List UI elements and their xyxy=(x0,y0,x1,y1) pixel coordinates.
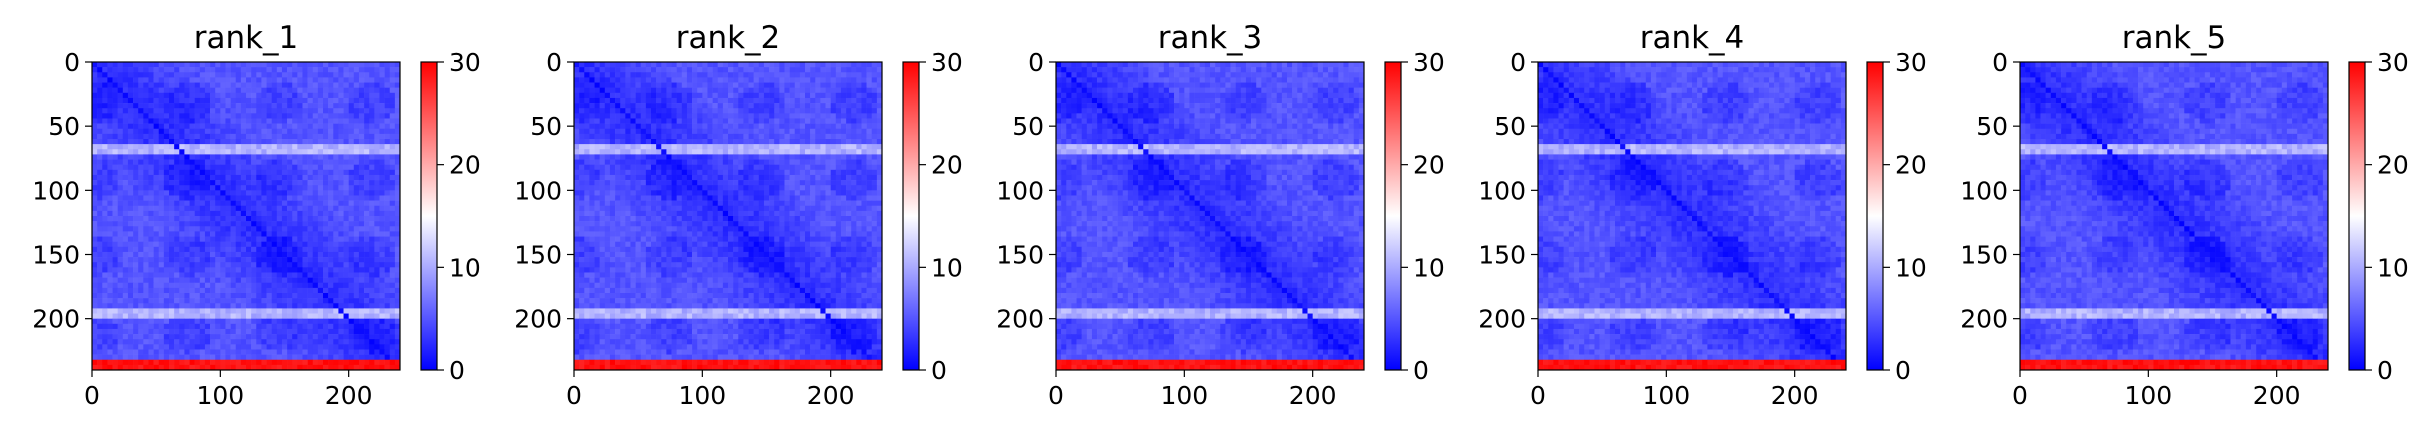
colorbar-tick-label: 10 xyxy=(931,253,963,282)
y-tick-label: 100 xyxy=(996,176,1044,205)
colorbar-tick-label: 10 xyxy=(449,253,481,282)
colorbar-tick-label: 0 xyxy=(1413,356,1429,385)
x-tick-label: 100 xyxy=(678,381,726,410)
x-tick-label: 200 xyxy=(1289,381,1337,410)
colorbar-tick-label: 20 xyxy=(931,151,963,180)
colorbar xyxy=(1866,61,1884,371)
y-tick-label: 200 xyxy=(32,305,80,334)
y-tick-label: 100 xyxy=(514,176,562,205)
y-tick-label: 50 xyxy=(1976,112,2008,141)
y-tick-label: 150 xyxy=(32,241,80,270)
y-tick-label: 50 xyxy=(1494,112,1526,141)
colorbar-tick-label: 10 xyxy=(1413,253,1445,282)
x-tick-label: 100 xyxy=(2124,381,2172,410)
heatmap-cells xyxy=(2020,62,2329,371)
panel-title: rank_5 xyxy=(2122,20,2227,56)
heatmap-panel: rank_4 0 100 200 0 50 100 150 200 0 10 20 30 xyxy=(1478,20,1927,410)
heatmap-panel: rank_2 0 100 200 0 50 100 150 200 0 10 20 30 xyxy=(514,20,963,410)
axes-frame xyxy=(1537,61,1847,371)
x-tick-label: 200 xyxy=(325,381,373,410)
heatmap-panel: rank_1 0 100 200 0 50 100 150 200 0 10 20 30 xyxy=(32,20,481,410)
axes-frame xyxy=(2019,61,2329,371)
heatmap-cells xyxy=(1056,62,1365,371)
y-tick-label: 0 xyxy=(1510,48,1526,77)
heatmap-panel: rank_5 0 100 200 0 50 100 150 200 0 10 20 30 xyxy=(1960,20,2409,410)
x-tick-label: 200 xyxy=(2253,381,2301,410)
axes-frame xyxy=(91,61,401,371)
y-tick-label: 150 xyxy=(1960,241,2008,270)
axes-frame xyxy=(573,61,883,371)
colorbar-tick-label: 0 xyxy=(2377,356,2393,385)
y-tick-label: 50 xyxy=(1012,112,1044,141)
heatmap-cells xyxy=(92,62,401,371)
y-tick-label: 150 xyxy=(996,241,1044,270)
colorbar xyxy=(902,61,920,371)
axes-frame xyxy=(1055,61,1365,371)
y-tick-label: 0 xyxy=(1028,48,1044,77)
x-tick-label: 0 xyxy=(84,381,100,410)
y-tick-label: 0 xyxy=(64,48,80,77)
y-tick-label: 100 xyxy=(1478,176,1526,205)
x-tick-label: 100 xyxy=(1642,381,1690,410)
colorbar-tick-label: 0 xyxy=(449,356,465,385)
heatmap-panel: rank_3 0 100 200 0 50 100 150 200 0 10 20 30 xyxy=(996,20,1445,410)
colorbar xyxy=(2348,61,2366,371)
colorbar-tick-label: 10 xyxy=(1895,253,1927,282)
y-tick-label: 200 xyxy=(1960,305,2008,334)
y-tick-label: 200 xyxy=(1478,305,1526,334)
colorbar-tick-label: 30 xyxy=(1413,48,1445,77)
y-tick-label: 200 xyxy=(514,305,562,334)
panel-title: rank_2 xyxy=(676,20,781,56)
colorbar-tick-label: 0 xyxy=(1895,356,1911,385)
x-tick-label: 200 xyxy=(1771,381,1819,410)
x-tick-label: 0 xyxy=(1530,381,1546,410)
colorbar xyxy=(1384,61,1402,371)
y-tick-label: 0 xyxy=(546,48,562,77)
heatmap-cells xyxy=(1538,62,1847,371)
x-tick-label: 100 xyxy=(196,381,244,410)
colorbar-tick-label: 10 xyxy=(2377,253,2409,282)
x-tick-label: 200 xyxy=(807,381,855,410)
y-tick-label: 100 xyxy=(1960,176,2008,205)
panel-title: rank_1 xyxy=(194,20,299,56)
colorbar-tick-label: 20 xyxy=(449,151,481,180)
y-tick-label: 150 xyxy=(1478,241,1526,270)
colorbar-tick-label: 20 xyxy=(1413,151,1445,180)
y-tick-label: 200 xyxy=(996,305,1044,334)
colorbar-tick-label: 30 xyxy=(931,48,963,77)
y-tick-label: 150 xyxy=(514,241,562,270)
y-tick-label: 100 xyxy=(32,176,80,205)
colorbar xyxy=(420,61,438,371)
colorbar-tick-label: 30 xyxy=(2377,48,2409,77)
y-tick-label: 50 xyxy=(530,112,562,141)
colorbar-tick-label: 0 xyxy=(931,356,947,385)
x-tick-label: 0 xyxy=(1048,381,1064,410)
y-tick-label: 0 xyxy=(1992,48,2008,77)
colorbar-tick-label: 30 xyxy=(1895,48,1927,77)
y-tick-label: 50 xyxy=(48,112,80,141)
panel-title: rank_4 xyxy=(1640,20,1745,56)
x-tick-label: 0 xyxy=(2012,381,2028,410)
heatmap-cells xyxy=(574,62,883,371)
panel-title: rank_3 xyxy=(1158,20,1263,56)
x-tick-label: 0 xyxy=(566,381,582,410)
colorbar-tick-label: 30 xyxy=(449,48,481,77)
colorbar-tick-label: 20 xyxy=(1895,151,1927,180)
x-tick-label: 100 xyxy=(1160,381,1208,410)
colorbar-tick-label: 20 xyxy=(2377,151,2409,180)
